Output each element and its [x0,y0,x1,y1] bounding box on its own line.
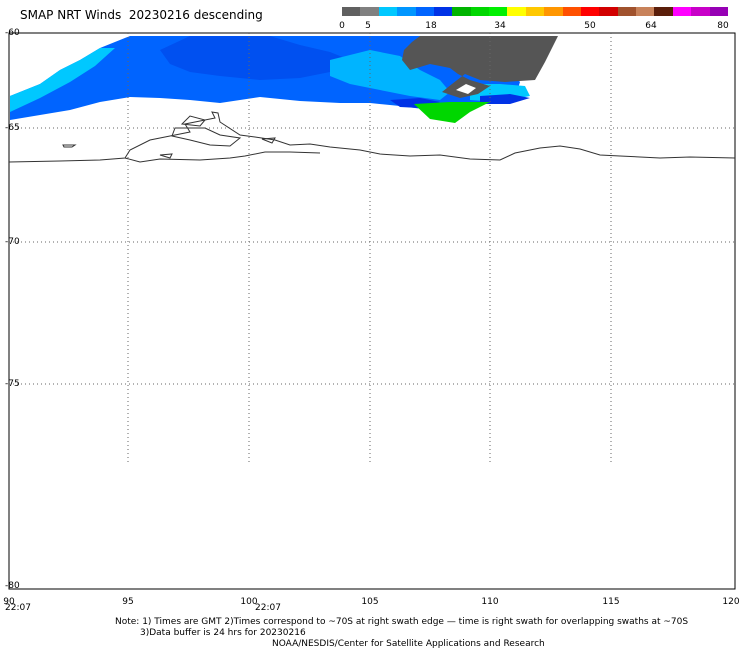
colorbar-segment [470,7,489,16]
colorbar-tick-label: 0 [339,21,345,31]
colorbar-tick-label: 5 [365,21,371,31]
colorbar-segment [654,7,673,16]
swath-time-label: 22:07 [5,603,31,613]
colorbar-segment [378,7,398,16]
colorbar-tick-label: 18 [425,21,437,31]
colorbar-segment [507,7,526,16]
longitude-label: 110 [481,597,499,607]
latitude-label: -60 [5,28,20,38]
colorbar-segment [617,7,636,16]
wind-speed-colorbar [342,7,728,16]
colorbar-segment [415,7,434,16]
longitude-label: 100 [240,597,258,607]
colorbar-segment [452,7,471,16]
latitude-label: -80 [5,581,20,591]
map-frame [8,32,736,590]
latitude-label: -75 [5,379,20,389]
colorbar-segment [397,7,416,16]
coastline [8,111,736,163]
colorbar-segment [562,7,581,16]
colorbar-segment [599,7,618,16]
colorbar-tick-label: 50 [584,21,596,31]
latitude-label: -65 [5,123,20,133]
colorbar-segment [672,7,692,16]
longitude-label: 105 [361,597,379,607]
wind-swath [10,36,558,123]
colorbar-segment [489,7,508,16]
colorbar-segment [360,7,379,16]
latitude-label: -70 [5,237,20,247]
colorbar-segment [433,7,453,16]
figure-title: SMAP NRT Winds 20230216 descending [20,8,263,22]
colorbar-segment [544,7,563,16]
note-line-3: NOAA/NESDIS/Center for Satellite Applica… [272,639,545,649]
longitude-label: 90 [3,597,15,607]
longitude-label: 115 [602,597,620,607]
colorbar-segment [636,7,655,16]
graticule [9,33,735,465]
colorbar-segment [580,7,600,16]
colorbar-segment [525,7,545,16]
colorbar-tick-label: 34 [494,21,506,31]
longitude-label: 120 [722,597,740,607]
colorbar-segment [691,7,710,16]
colorbar-segment [342,7,361,16]
colorbar-tick-label: 80 [717,21,729,31]
swath-time-label: 22:07 [255,603,281,613]
longitude-label: 95 [122,597,134,607]
note-line-2: 3)Data buffer is 24 hrs for 20230216 [140,628,306,638]
colorbar-segment [709,7,728,16]
note-line-1: Note: 1) Times are GMT 2)Times correspon… [115,617,689,627]
colorbar-tick-label: 64 [645,21,657,31]
